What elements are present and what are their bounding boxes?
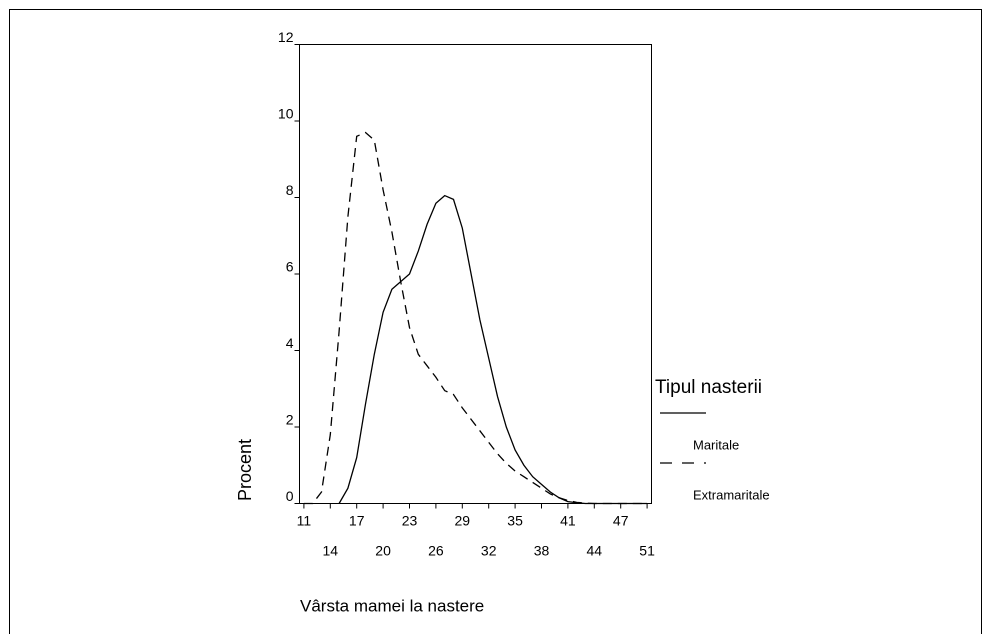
legend-label: Extramaritale <box>693 487 770 502</box>
y-tick-label: 10 <box>278 106 294 122</box>
x-tick-label: 14 <box>323 543 339 559</box>
y-tick-label: 6 <box>286 259 294 275</box>
plot-frame <box>299 44 652 504</box>
x-tick-label: 11 <box>297 513 312 529</box>
x-tick-label: 17 <box>349 513 365 529</box>
y-tick-label: 4 <box>286 335 294 351</box>
y-tick-label: 12 <box>278 29 294 45</box>
x-tick-label: 35 <box>507 513 523 529</box>
legend-title: Tipul nasterii <box>655 377 762 398</box>
x-tick-label: 38 <box>534 543 550 559</box>
x-tick-label: 20 <box>375 543 391 559</box>
x-tick-label: 44 <box>587 543 603 559</box>
x-tick-label: 41 <box>560 513 576 529</box>
y-tick-label: 2 <box>286 412 294 428</box>
series-line <box>338 194 648 505</box>
y-tick-label: 8 <box>286 182 294 198</box>
x-tick-label: 29 <box>455 513 471 529</box>
y-tick-label: 0 <box>286 488 294 504</box>
x-tick-label: 47 <box>613 513 629 529</box>
legend-label: Maritale <box>693 437 739 452</box>
series-line <box>303 131 648 505</box>
x-tick-label: 23 <box>402 513 418 529</box>
x-axis-title: Vârsta mamei la nastere <box>300 596 484 615</box>
outer-frame <box>9 9 982 634</box>
x-tick-label: 32 <box>481 543 497 559</box>
x-tick-label: 26 <box>428 543 444 559</box>
x-tick-label: 51 <box>639 543 655 559</box>
y-axis-title: Procent <box>235 439 255 501</box>
